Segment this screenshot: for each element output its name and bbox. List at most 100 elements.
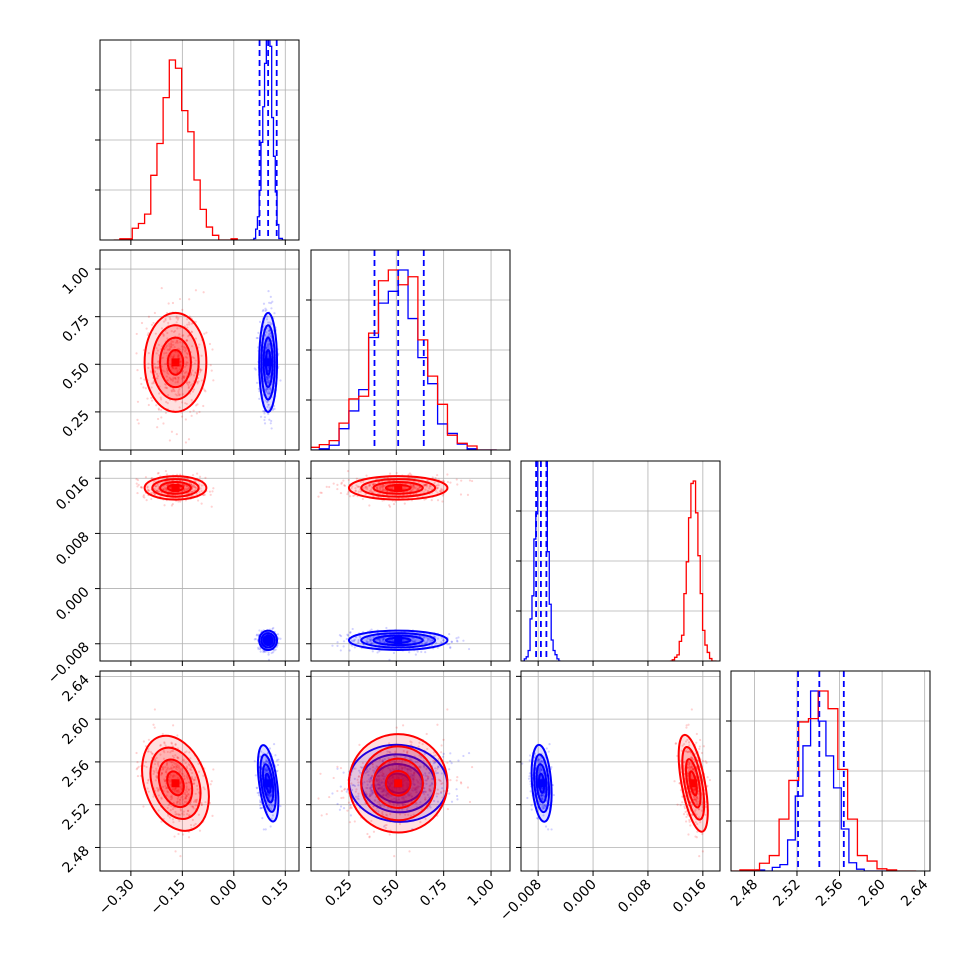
scatter-point-red: [176, 791, 179, 794]
scatter-point-red: [136, 418, 139, 421]
scatter-point-blue: [264, 399, 267, 402]
scatter-point-red: [446, 761, 449, 764]
scatter-point-red: [157, 490, 161, 493]
scatter-point-red: [368, 835, 371, 838]
scatter-point-red: [353, 820, 356, 823]
scatter-point-red: [178, 368, 182, 371]
scatter-point-red: [187, 491, 191, 494]
scatter-point-blue: [339, 805, 343, 808]
scatter-point-red: [181, 334, 184, 338]
scatter-point-red: [405, 767, 408, 771]
scatter-point-blue: [376, 783, 379, 786]
scatter-point-blue: [407, 794, 410, 797]
scatter-point-red: [184, 797, 188, 800]
scatter-point-red: [168, 767, 171, 771]
scatter-point-red: [174, 786, 177, 790]
scatter-point-red: [187, 836, 191, 839]
scatter-point-blue: [261, 761, 264, 764]
scatter-point-blue: [357, 641, 360, 644]
scatter-point-red: [182, 803, 185, 806]
scatter-point-red: [162, 785, 165, 788]
scatter-point-red: [388, 795, 391, 798]
scatter-point-red: [439, 489, 443, 492]
scatter-point-blue: [366, 640, 369, 643]
scatter-point-red: [336, 765, 339, 768]
scatter-point-red: [397, 761, 400, 764]
scatter-point-red: [171, 340, 175, 343]
scatter-point-blue: [269, 295, 272, 298]
scatter-point-red: [171, 367, 175, 370]
scatter-point-red: [176, 800, 180, 803]
scatter-point-red: [146, 781, 149, 785]
scatter-point-red: [153, 371, 157, 374]
scatter-point-red: [153, 708, 156, 711]
scatter-point-red: [349, 805, 352, 808]
scatter-point-blue: [276, 763, 280, 767]
scatter-point-blue: [380, 785, 384, 789]
scatter-point-blue: [422, 636, 425, 639]
scatter-point-blue: [449, 760, 452, 763]
panel-0-0: [95, 39, 300, 245]
scatter-point-blue: [440, 791, 443, 795]
scatter-point-blue: [426, 777, 430, 780]
scatter-point-blue: [257, 331, 260, 335]
scatter-point-red: [205, 331, 208, 334]
scatter-point-blue: [401, 796, 404, 799]
scatter-point-red: [176, 756, 179, 760]
scatter-point-red: [135, 751, 138, 755]
scatter-point-red: [155, 347, 158, 350]
panel-bg: [100, 250, 299, 450]
scatter-point-red: [187, 385, 191, 388]
scatter-point-red: [406, 751, 409, 755]
scatter-point-red: [395, 471, 398, 475]
panel-content: [521, 671, 720, 871]
scatter-point-red: [176, 341, 179, 344]
scatter-point-blue: [267, 653, 270, 656]
scatter-point-red: [165, 794, 168, 797]
scatter-point-blue: [351, 784, 354, 787]
scatter-point-red: [168, 376, 171, 380]
scatter-point-red: [370, 779, 373, 782]
scatter-point-red: [179, 364, 182, 367]
scatter-point-blue: [358, 769, 361, 772]
scatter-point-red: [370, 490, 373, 493]
scatter-point-red: [404, 778, 407, 782]
scatter-point-blue: [398, 788, 401, 791]
scatter-point-red: [159, 753, 162, 756]
contour-red: [372, 481, 424, 495]
scatter-point-red: [194, 486, 197, 489]
panel-3-1: [306, 670, 511, 876]
scatter-point-red: [395, 726, 398, 729]
scatter-point-red: [175, 764, 179, 767]
scatter-point-red: [382, 484, 385, 487]
scatter-point-red: [152, 795, 155, 798]
scatter-point-red: [182, 377, 185, 380]
scatter-point-red: [203, 788, 206, 791]
scatter-point-red: [153, 762, 157, 766]
scatter-point-red: [176, 356, 180, 359]
scatter-point-blue: [449, 646, 452, 650]
scatter-point-red: [166, 348, 169, 351]
scatter-point-blue: [419, 635, 422, 638]
scatter-point-red: [380, 788, 383, 791]
scatter-point-red: [164, 317, 167, 320]
scatter-point-red: [193, 479, 197, 483]
scatter-point-blue: [448, 792, 451, 795]
scatter-point-red: [438, 779, 442, 782]
scatter-point-red: [150, 386, 153, 389]
scatter-point-red: [160, 398, 163, 401]
scatter-point-red: [198, 343, 201, 346]
scatter-point-blue: [388, 784, 391, 787]
contour-red: [143, 475, 208, 501]
scatter-point-red: [198, 368, 202, 371]
scatter-point-red: [388, 504, 391, 507]
scatter-point-blue: [260, 750, 263, 753]
scatter-point-red: [403, 803, 406, 806]
scatter-point-red: [153, 485, 157, 488]
scatter-point-red: [385, 791, 389, 794]
scatter-point-red: [468, 479, 472, 482]
scatter-point-blue: [390, 794, 393, 798]
contour-red: [372, 757, 424, 809]
scatter-point-blue: [261, 817, 264, 820]
scatter-point-red: [157, 478, 160, 482]
